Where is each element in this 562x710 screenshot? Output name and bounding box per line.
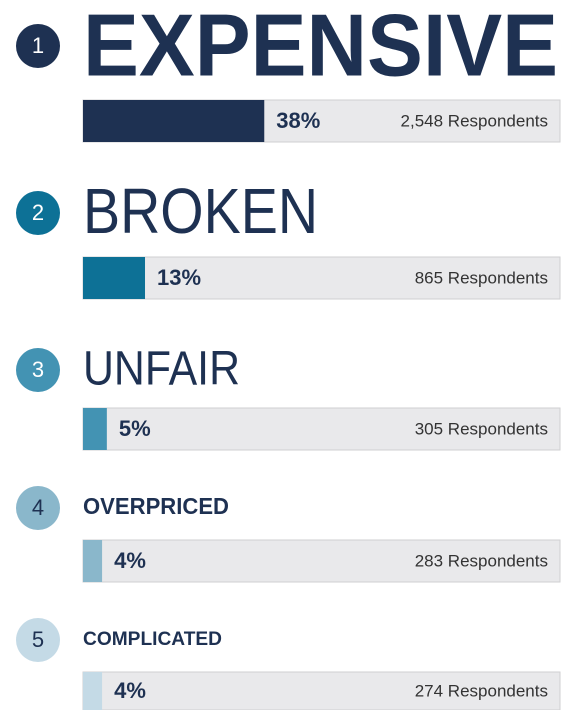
value-label: 38% bbox=[276, 108, 320, 133]
bar-track bbox=[82, 256, 561, 300]
bar bbox=[83, 257, 146, 299]
category-title: OVERPRICED bbox=[83, 493, 229, 519]
category-title: COMPLICATED bbox=[83, 629, 222, 650]
rank-number: 3 bbox=[32, 357, 44, 382]
rank-badge bbox=[16, 348, 60, 392]
value-label: 5% bbox=[119, 416, 151, 441]
rank-number: 2 bbox=[32, 200, 44, 225]
bar bbox=[83, 408, 107, 450]
respondents-label: 274 Respondents bbox=[415, 681, 548, 700]
rank-badge bbox=[16, 24, 60, 68]
rank-badge bbox=[16, 486, 60, 530]
category-title: EXPENSIVE bbox=[83, 0, 558, 94]
value-label: 13% bbox=[157, 265, 201, 290]
bar bbox=[83, 672, 103, 710]
value-label: 4% bbox=[114, 548, 146, 573]
respondents-label: 283 Respondents bbox=[415, 551, 548, 570]
respondents-label: 305 Respondents bbox=[415, 419, 548, 438]
rank-number: 1 bbox=[32, 33, 44, 58]
rank-badge bbox=[16, 618, 60, 662]
rank-badge bbox=[16, 191, 60, 235]
category-title: BROKEN bbox=[83, 175, 318, 247]
bar bbox=[83, 540, 103, 582]
bar bbox=[83, 100, 265, 142]
respondents-label: 865 Respondents bbox=[415, 268, 548, 287]
value-label: 4% bbox=[114, 678, 146, 703]
rank-number: 5 bbox=[32, 627, 44, 652]
category-title: UNFAIR bbox=[83, 343, 240, 396]
respondents-label: 2,548 Respondents bbox=[401, 111, 548, 130]
bar-track bbox=[82, 407, 561, 451]
rank-number: 4 bbox=[32, 495, 44, 520]
